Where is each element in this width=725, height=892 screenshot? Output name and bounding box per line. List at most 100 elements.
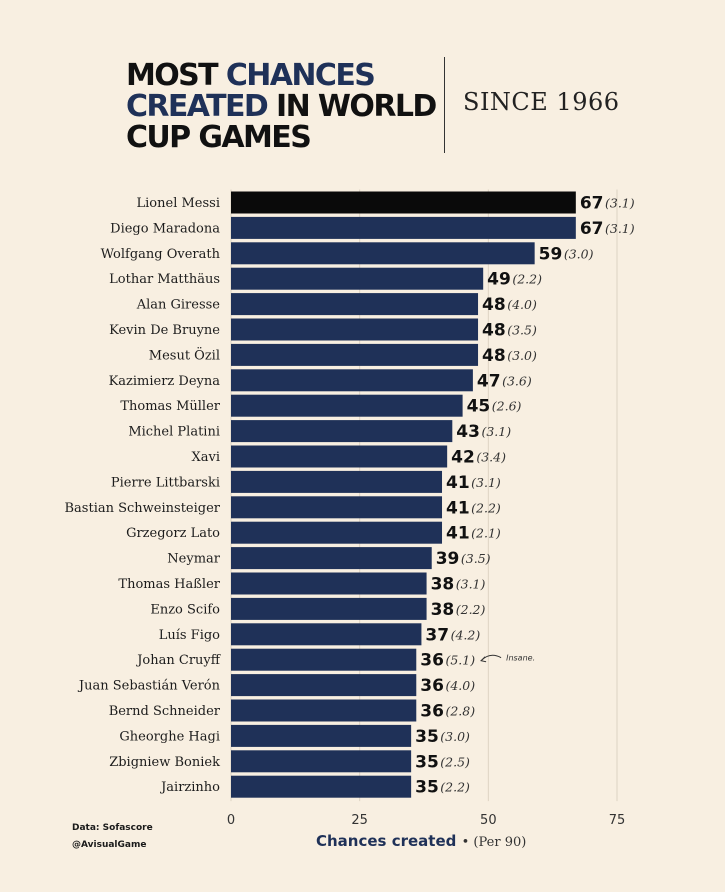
value-label: 48 [482,346,506,366]
category-label: Juan Sebastián Verón [77,679,221,694]
bar [231,775,412,798]
bar [231,369,473,392]
per90-label: (3.0) [507,348,537,363]
title-accent-2: CREATED [126,89,269,124]
category-label: Thomas Müller [120,399,220,414]
per90-label: (3.5) [507,323,537,338]
value-label: 38 [431,600,455,620]
per90-label: (4.0) [507,297,537,312]
category-label: Johan Cruyff [135,653,222,668]
per90-label: (3.1) [605,221,635,236]
bar [231,318,479,341]
bar [231,724,412,747]
chart-title: MOST CHANCES CREATED IN WORLD CUP GAMES [126,58,437,153]
x-axis-subtitle-text: (Per 90) [473,835,527,850]
title-accent-1: CHANCES [225,58,376,93]
value-label: 59 [539,244,563,264]
category-label: Diego Maradona [110,221,220,236]
per90-label: (2.2) [456,602,486,617]
value-label: 35 [415,727,439,747]
x-tick-label: 75 [609,813,626,828]
category-label: Wolfgang Overath [101,247,221,262]
bar [231,547,432,570]
title-divider [444,57,445,153]
per90-label: (3.1) [471,475,501,490]
value-label: 35 [415,778,439,798]
value-label: 39 [436,549,460,569]
category-label: Xavi [191,450,220,465]
value-label: 47 [477,371,501,391]
per90-label: (2.5) [440,754,470,769]
value-label: 36 [420,702,444,722]
value-label: 48 [482,321,506,341]
category-label: Michel Platini [128,425,220,440]
category-label: Kazimierz Deyna [109,374,221,389]
category-label: Enzo Scifo [150,602,220,617]
category-label: Bernd Schneider [109,704,221,719]
x-tick-label: 50 [480,813,497,828]
grid-lines [230,189,618,802]
bar [231,597,427,620]
value-label: 35 [415,752,439,772]
x-tick-label: 25 [351,813,368,828]
per90-label: (3.1) [456,577,486,592]
value-label: 36 [420,676,444,696]
bar [231,216,576,239]
bar [231,343,479,366]
category-label: Neymar [167,552,220,567]
bar [231,648,417,671]
per90-label: (2.2) [471,500,501,515]
per90-label: (3.1) [605,196,635,211]
category-label: Bastian Schweinsteiger [65,501,221,516]
x-axis-label: Chances created • (Per 90) [316,832,526,850]
bars [231,191,576,798]
data-source: Data: Sofascore [72,823,153,833]
category-label: Kevin De Bruyne [109,323,220,338]
per90-label: (4.2) [451,627,481,642]
value-label: 42 [451,448,475,468]
x-tick-label: 0 [227,813,235,828]
category-label: Luís Figo [159,628,220,643]
credits: Data: Sofascore @AvisualGame [72,820,153,854]
per90-label: (3.0) [564,246,594,261]
category-label: Jairzinho [159,780,220,795]
bar [231,496,443,519]
category-label: Lionel Messi [137,196,220,211]
value-label: 67 [580,219,604,239]
value-label: 45 [467,397,491,417]
value-label: 41 [446,473,470,493]
bar [231,521,443,544]
per90-label: (3.0) [440,729,470,744]
title-plain-2: IN WORLD [267,89,437,124]
category-label: Alan Giresse [136,298,221,313]
per90-label: (3.6) [502,373,532,388]
category-label: Lothar Matthäus [109,272,220,287]
category-label: Gheorghe Hagi [119,729,220,744]
bar [231,420,453,443]
bar [231,623,422,646]
per90-label: (2.2) [440,780,470,795]
annotation-text: Insane. [506,654,535,663]
title-line-2: CREATED IN WORLD [126,89,437,124]
value-label: 67 [580,194,604,214]
category-label: Thomas Haßler [118,577,220,592]
value-label: 41 [446,524,470,544]
value-label: 37 [425,625,449,645]
bar [231,267,484,290]
x-axis-title: Chances created [316,832,457,850]
per90-label: (3.5) [461,551,491,566]
value-label: 36 [420,651,444,671]
per90-label: (2.8) [445,704,475,719]
category-label: Grzegorz Lato [126,526,220,541]
bar [231,750,412,773]
per90-label: (3.4) [476,450,506,465]
bar [231,394,463,417]
bar [231,470,443,493]
value-label: 49 [487,270,511,290]
value-label: 48 [482,295,506,315]
category-label: Zbigniew Boniek [109,755,220,770]
category-label: Pierre Littbarski [111,475,220,490]
annotation-arrowhead [480,656,487,663]
